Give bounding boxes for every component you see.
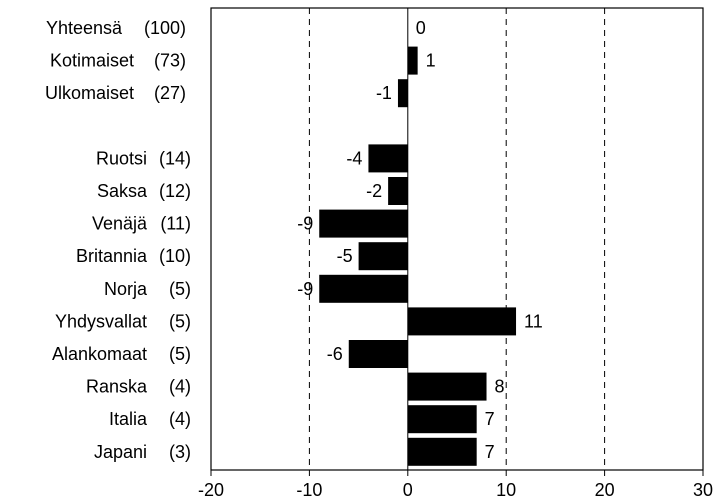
category-weight: (5) xyxy=(169,344,191,364)
bar xyxy=(358,242,408,271)
category-label: Ranska xyxy=(86,377,148,397)
category-weight: (12) xyxy=(159,181,191,201)
bar xyxy=(348,340,408,368)
x-tick-label: -10 xyxy=(296,480,322,500)
category-weight: (100) xyxy=(144,18,186,38)
data-label: -6 xyxy=(327,344,343,364)
data-label: 0 xyxy=(416,18,426,38)
bar xyxy=(388,177,408,205)
x-axis-ticks xyxy=(210,470,704,476)
data-label: 8 xyxy=(495,377,505,397)
data-label: -1 xyxy=(376,83,392,103)
bar xyxy=(397,79,408,108)
category-label: Saksa xyxy=(97,181,148,201)
category-label: Kotimaiset xyxy=(50,51,134,71)
category-weight: (14) xyxy=(159,148,191,168)
category-weight: (27) xyxy=(154,83,186,103)
data-label: 1 xyxy=(426,51,436,71)
category-weight: (11) xyxy=(160,214,191,234)
category-weight: (10) xyxy=(159,246,191,266)
data-label: 7 xyxy=(485,442,495,462)
category-labels: Yhteensä (100) Kotimaiset (73) Ulkomaiset (27… xyxy=(45,18,191,462)
bars xyxy=(319,46,517,466)
category-weight: (5) xyxy=(169,279,191,299)
category-label: Yhteensä xyxy=(46,18,123,38)
data-label: 11 xyxy=(524,311,543,331)
category-weight: (4) xyxy=(169,377,191,397)
plot-frame xyxy=(210,7,704,471)
category-label: Japani xyxy=(94,442,147,462)
x-tick-label: -20 xyxy=(198,480,224,500)
data-label: -9 xyxy=(297,214,313,234)
bar xyxy=(319,209,408,238)
category-label: Norja xyxy=(104,279,148,299)
category-label: Italia xyxy=(109,409,148,429)
category-label: Ruotsi xyxy=(96,148,147,168)
x-tick-label: 10 xyxy=(496,480,516,500)
x-tick-label: 20 xyxy=(595,480,615,500)
category-weight: (73) xyxy=(154,51,186,71)
bar xyxy=(319,274,408,303)
data-label: -4 xyxy=(346,148,362,168)
data-label: -2 xyxy=(366,181,382,201)
data-label: -9 xyxy=(297,279,313,299)
category-label: Alankomaat xyxy=(52,344,147,364)
category-weight: (4) xyxy=(169,409,191,429)
x-tick-label: 0 xyxy=(403,480,413,500)
data-label: -5 xyxy=(337,246,353,266)
bar xyxy=(407,307,517,336)
category-label: Britannia xyxy=(76,246,148,266)
category-weight: (5) xyxy=(169,311,191,331)
data-label: 7 xyxy=(485,409,495,429)
bar xyxy=(407,437,477,466)
bar xyxy=(407,372,487,401)
x-tick-label: 30 xyxy=(693,480,713,500)
gridlines xyxy=(308,8,606,470)
category-label: Yhdysvallat xyxy=(55,311,147,331)
bar xyxy=(368,144,408,173)
bar xyxy=(407,46,418,75)
x-axis-tick-labels: -20 -10 0 10 20 30 xyxy=(198,480,713,500)
category-weight: (3) xyxy=(169,442,191,462)
category-label: Ulkomaiset xyxy=(45,83,134,103)
category-label: Venäjä xyxy=(92,214,148,234)
bar xyxy=(407,405,477,434)
